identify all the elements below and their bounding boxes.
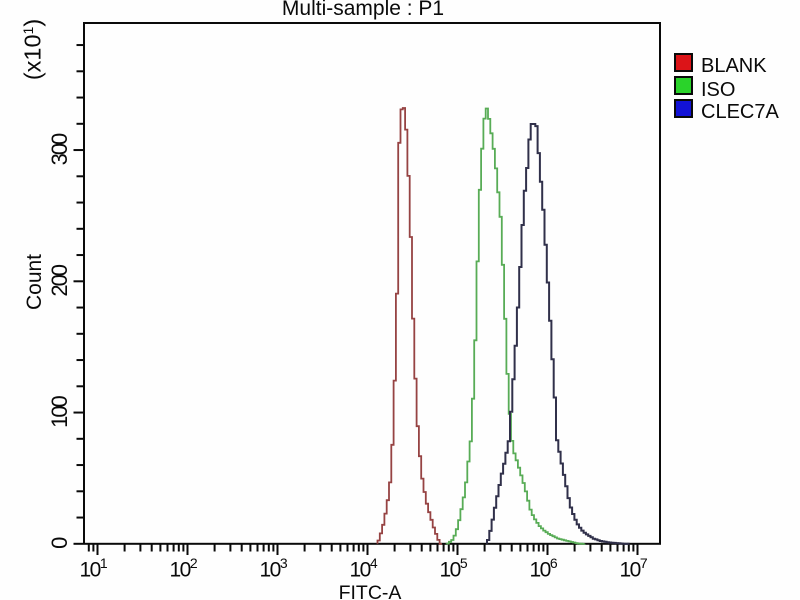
svg-text:0: 0 bbox=[47, 537, 72, 549]
svg-text:100: 100 bbox=[47, 395, 72, 427]
svg-text:Count: Count bbox=[23, 254, 46, 310]
svg-text:FITC-A: FITC-A bbox=[339, 582, 402, 600]
svg-text:CLEC7A: CLEC7A bbox=[701, 101, 779, 123]
svg-text:200: 200 bbox=[47, 264, 72, 296]
svg-text:300: 300 bbox=[47, 133, 72, 165]
svg-text:Multi-sample : P1: Multi-sample : P1 bbox=[282, 0, 444, 20]
svg-text:ISO: ISO bbox=[701, 79, 735, 101]
svg-text:BLANK: BLANK bbox=[701, 55, 767, 77]
